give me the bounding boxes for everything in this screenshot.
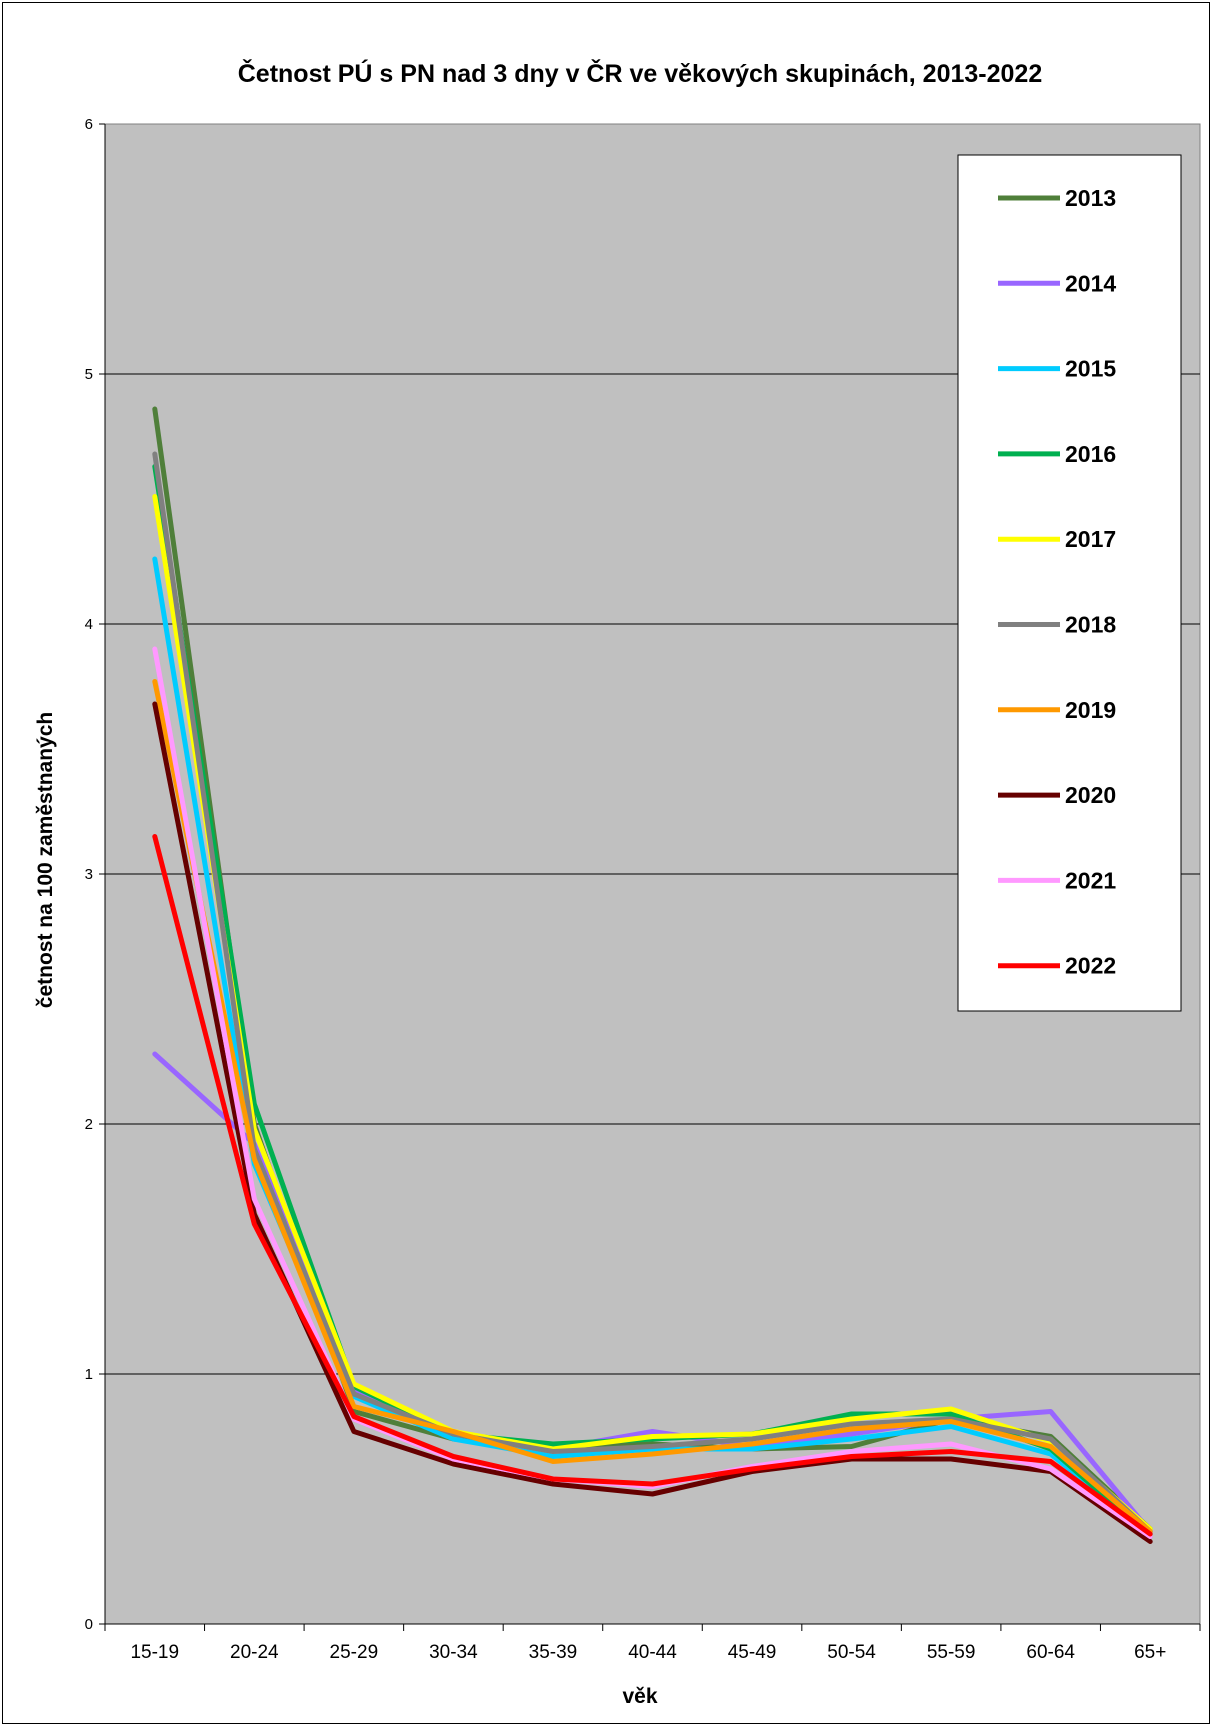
chart-title: Četnost PÚ s PN nad 3 dny v ČR ve věkový… — [238, 58, 1043, 88]
legend-label-2021: 2021 — [1065, 867, 1116, 893]
x-tick-label: 20-24 — [230, 1642, 279, 1663]
legend-label-2015: 2015 — [1065, 356, 1116, 382]
x-tick-label: 30-34 — [429, 1642, 478, 1663]
legend-label-2014: 2014 — [1065, 270, 1116, 296]
legend-label-2019: 2019 — [1065, 697, 1116, 723]
y-tick-label: 4 — [85, 616, 93, 633]
x-axis-title: věk — [622, 1685, 657, 1708]
x-tick-label: 55-59 — [927, 1642, 976, 1663]
legend-label-2017: 2017 — [1065, 526, 1116, 552]
x-tick-label: 45-49 — [728, 1642, 777, 1663]
x-tick-label: 15-19 — [130, 1642, 179, 1663]
x-tick-label: 65+ — [1134, 1642, 1166, 1663]
y-tick-label: 5 — [85, 366, 93, 383]
y-tick-label: 2 — [85, 1116, 93, 1133]
x-tick-label: 60-64 — [1026, 1642, 1075, 1663]
x-tick-label: 35-39 — [529, 1642, 578, 1663]
y-tick-label: 3 — [85, 866, 93, 883]
x-tick-label: 25-29 — [330, 1642, 379, 1663]
x-tick-label: 50-54 — [827, 1642, 876, 1663]
legend-label-2013: 2013 — [1065, 185, 1116, 211]
legend-label-2018: 2018 — [1065, 612, 1116, 638]
y-tick-label: 6 — [85, 116, 93, 133]
legend-label-2020: 2020 — [1065, 782, 1116, 808]
x-tick-label: 40-44 — [628, 1642, 677, 1663]
y-axis-title: četnost na 100 zaměstnaných — [34, 712, 57, 1008]
legend-label-2016: 2016 — [1065, 441, 1116, 467]
legend-label-2022: 2022 — [1065, 953, 1116, 979]
y-tick-label: 0 — [85, 1616, 93, 1633]
y-tick-label: 1 — [85, 1366, 93, 1383]
legend: 2013 2014 2015 2016 2017 2018 2019 2020 2021 2022 — [958, 155, 1181, 1011]
